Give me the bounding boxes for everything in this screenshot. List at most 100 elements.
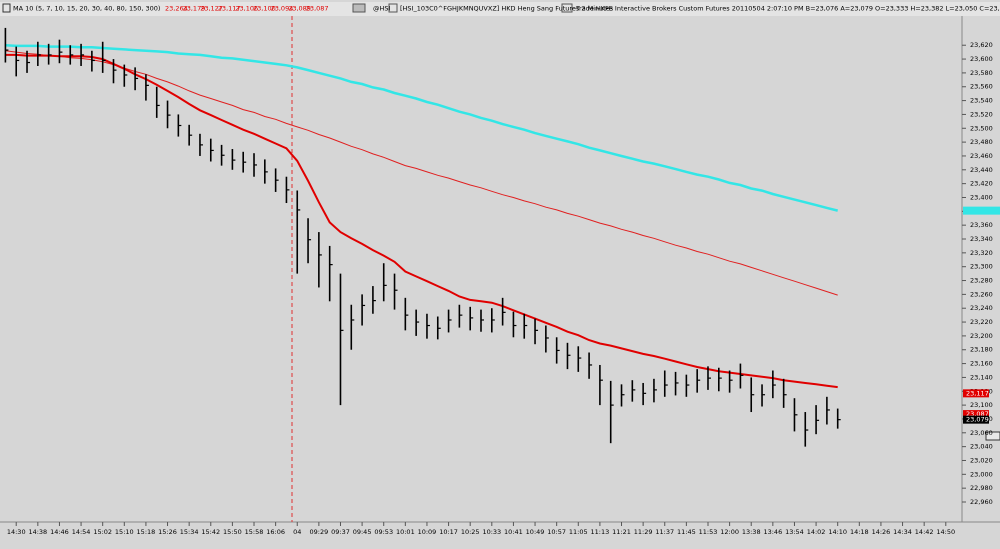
x-tick-label: 14:38 [28,528,47,536]
x-tick-label: 11:37 [655,528,674,536]
x-tick-label: 10:57 [547,528,566,536]
toolbar-icon[interactable] [388,3,398,13]
y-tick-label: 23,580 [970,69,993,77]
y-tick-label: 23,420 [970,180,993,188]
study-label: MA 10 (5, 7, 10, 15, 20, 30, 40, 80, 150… [13,5,160,13]
x-tick-label: 13:46 [763,528,782,536]
x-tick-label: 11:29 [634,528,653,536]
x-tick-label: 14:46 [50,528,69,536]
y-tick-label: 23,520 [970,110,993,118]
moving-average [5,43,839,212]
y-tick-label: 23,460 [970,152,993,160]
last-value-label: 23,079 [966,416,989,424]
x-tick-label: 09:37 [331,528,350,536]
y-tick-label: 23,200 [970,332,993,340]
x-tick-label: 14:42 [915,528,934,536]
y-tick-label: 23,600 [970,55,993,63]
last-value-box [963,415,989,424]
x-tick-label: 04 [293,528,301,536]
x-tick-label: 16:06 [266,528,285,536]
x-tick-label: 10:01 [396,528,415,536]
y-tick-label: 23,620 [970,41,993,49]
y-tick-label: 23,560 [970,83,993,91]
x-tick-label: 15:02 [93,528,112,536]
y-tick-label: 23,100 [970,401,993,409]
y-tick-label: 23,240 [970,304,993,312]
y-tick-label: 23,180 [970,346,993,354]
x-tick-label: 09:53 [374,528,393,536]
y-tick-label: 23,400 [970,193,993,201]
x-tick-label: 15:10 [115,528,134,536]
study-value: 23,094 [271,5,294,13]
moving-average [5,53,838,389]
y-tick-label: 23,320 [970,249,993,257]
x-tick-label: 14:10 [828,528,847,536]
x-tick-label: 10:33 [482,528,501,536]
y-tick-label: 22,980 [970,484,993,492]
y-tick-label: 23,260 [970,290,993,298]
last-value-box [963,410,989,419]
study-value: 23,100 [253,5,276,13]
x-tick-label: 15:18 [137,528,156,536]
x-tick-label: 09:45 [353,528,372,536]
axis-button[interactable] [985,431,1000,441]
close-icon[interactable] [2,3,11,13]
study-value: 23,089 [288,5,311,13]
symbol: @HSI [373,5,391,13]
x-tick-label: 10:17 [439,528,458,536]
study-value: 23,117 [218,5,241,13]
y-tick-label: 23,300 [970,263,993,271]
y-tick-label: 22,960 [970,498,993,506]
x-tick-label: 13:38 [742,528,761,536]
x-tick-label: 15:26 [158,528,177,536]
x-tick-label: 15:42 [201,528,220,536]
x-tick-label: 13:54 [785,528,804,536]
last-value-label: 23,087 [966,410,989,418]
study-value: 23,127 [200,5,223,13]
x-tick-label: 10:25 [461,528,480,536]
x-tick-label: 10:49 [526,528,545,536]
y-tick-label: 23,500 [970,124,993,132]
y-tick-label: 23,280 [970,277,993,285]
last-value-label: 23,117 [966,389,989,397]
x-tick-label: 15:58 [245,528,264,536]
study-value: 23,264 [165,5,188,13]
y-tick-label: 23,480 [970,138,993,146]
y-tick-label: 23,220 [970,318,993,326]
x-tick-label: 14:18 [850,528,869,536]
toolbar-icon[interactable] [561,3,573,13]
y-tick-label: 23,140 [970,373,993,381]
y-tick-label: 23,540 [970,97,993,105]
x-tick-label: 14:54 [72,528,91,536]
x-tick-label: 14:34 [893,528,912,536]
description: [HSI_103C0^FGHJKMNQUVXZ] HKD Heng Sang F… [400,5,614,13]
y-tick-label: 23,000 [970,470,993,478]
y-tick-label: 23,160 [970,360,993,368]
x-tick-label: 11:13 [591,528,610,536]
y-tick-label: 23,440 [970,166,993,174]
x-tick-label: 14:30 [7,528,26,536]
x-tick-label: 11:45 [677,528,696,536]
last-value-box [963,389,989,398]
y-tick-label: 23,360 [970,221,993,229]
x-tick-label: 10:09 [418,528,437,536]
study-value: 23,179 [183,5,206,13]
x-tick-label: 12:00 [720,528,739,536]
study-value: 23,087 [306,5,329,13]
x-tick-label: 10:41 [504,528,523,536]
y-tick-label: 23,020 [970,456,993,464]
x-tick-label: 14:26 [872,528,891,536]
x-tick-label: 15:34 [180,528,199,536]
toolbar-icon[interactable] [352,3,366,13]
x-tick-label: 09:29 [309,528,328,536]
study-value: 23,106 [235,5,258,13]
header-bar [0,2,1000,16]
x-tick-label: 15:50 [223,528,242,536]
y-tick-label: 23,060 [970,429,993,437]
y-tick-label: 23,040 [970,443,993,451]
x-tick-label: 14:50 [936,528,955,536]
moving-average [5,50,838,296]
average-marker [963,206,1000,215]
